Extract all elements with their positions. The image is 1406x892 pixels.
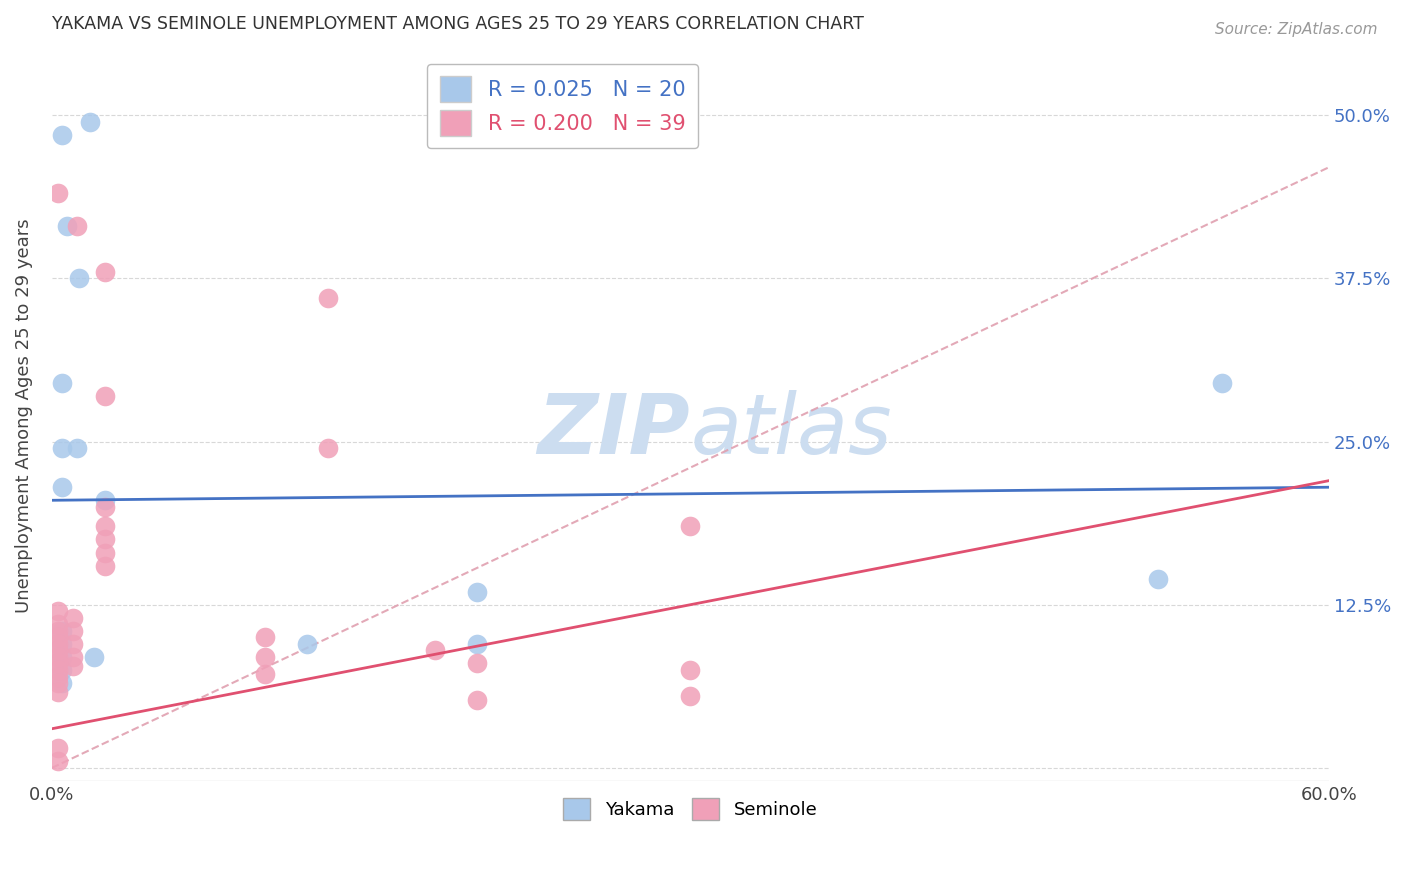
Point [62, 659, 84, 673]
Point [46, 663, 69, 677]
Point [253, 631, 276, 645]
Text: ZIP: ZIP [537, 390, 690, 471]
Point [46, 657, 69, 671]
Point [94, 389, 117, 403]
Point [51, 676, 73, 690]
Point [66, 441, 89, 455]
Point [51, 441, 73, 455]
Point [679, 689, 702, 703]
Point [46, 741, 69, 756]
Legend: Yakama, Seminole: Yakama, Seminole [555, 790, 824, 827]
Point [318, 291, 340, 305]
Point [46, 676, 69, 690]
Point [46, 669, 69, 683]
Point [46, 186, 69, 201]
Point [467, 637, 489, 651]
Point [51, 663, 73, 677]
Point [94, 265, 117, 279]
Point [62, 650, 84, 665]
Point [318, 441, 340, 455]
Point [51, 624, 73, 638]
Point [83, 650, 105, 665]
Point [253, 650, 276, 665]
Point [295, 637, 318, 651]
Point [46, 650, 69, 665]
Point [467, 657, 489, 671]
Point [253, 667, 276, 681]
Point [67, 271, 90, 285]
Point [679, 663, 702, 677]
Point [66, 219, 89, 233]
Point [51, 637, 73, 651]
Point [46, 604, 69, 618]
Point [94, 533, 117, 547]
Point [46, 617, 69, 632]
Point [46, 631, 69, 645]
Point [94, 493, 117, 508]
Point [467, 584, 489, 599]
Point [79, 114, 101, 128]
Point [51, 480, 73, 494]
Point [62, 611, 84, 625]
Point [679, 519, 702, 533]
Point [94, 545, 117, 559]
Point [94, 500, 117, 514]
Point [46, 685, 69, 699]
Point [467, 693, 489, 707]
Point [51, 650, 73, 665]
Point [46, 624, 69, 638]
Point [62, 624, 84, 638]
Point [1211, 376, 1233, 390]
Point [46, 643, 69, 657]
Point [94, 519, 117, 533]
Point [55, 219, 77, 233]
Point [62, 637, 84, 651]
Point [46, 755, 69, 769]
Point [51, 128, 73, 142]
Text: atlas: atlas [690, 390, 891, 471]
Y-axis label: Unemployment Among Ages 25 to 29 years: Unemployment Among Ages 25 to 29 years [15, 219, 32, 613]
Point [46, 637, 69, 651]
Text: Source: ZipAtlas.com: Source: ZipAtlas.com [1215, 22, 1378, 37]
Point [51, 376, 73, 390]
Point [1147, 572, 1170, 586]
Point [94, 558, 117, 573]
Point [423, 643, 446, 657]
Text: YAKAMA VS SEMINOLE UNEMPLOYMENT AMONG AGES 25 TO 29 YEARS CORRELATION CHART: YAKAMA VS SEMINOLE UNEMPLOYMENT AMONG AG… [52, 15, 863, 33]
